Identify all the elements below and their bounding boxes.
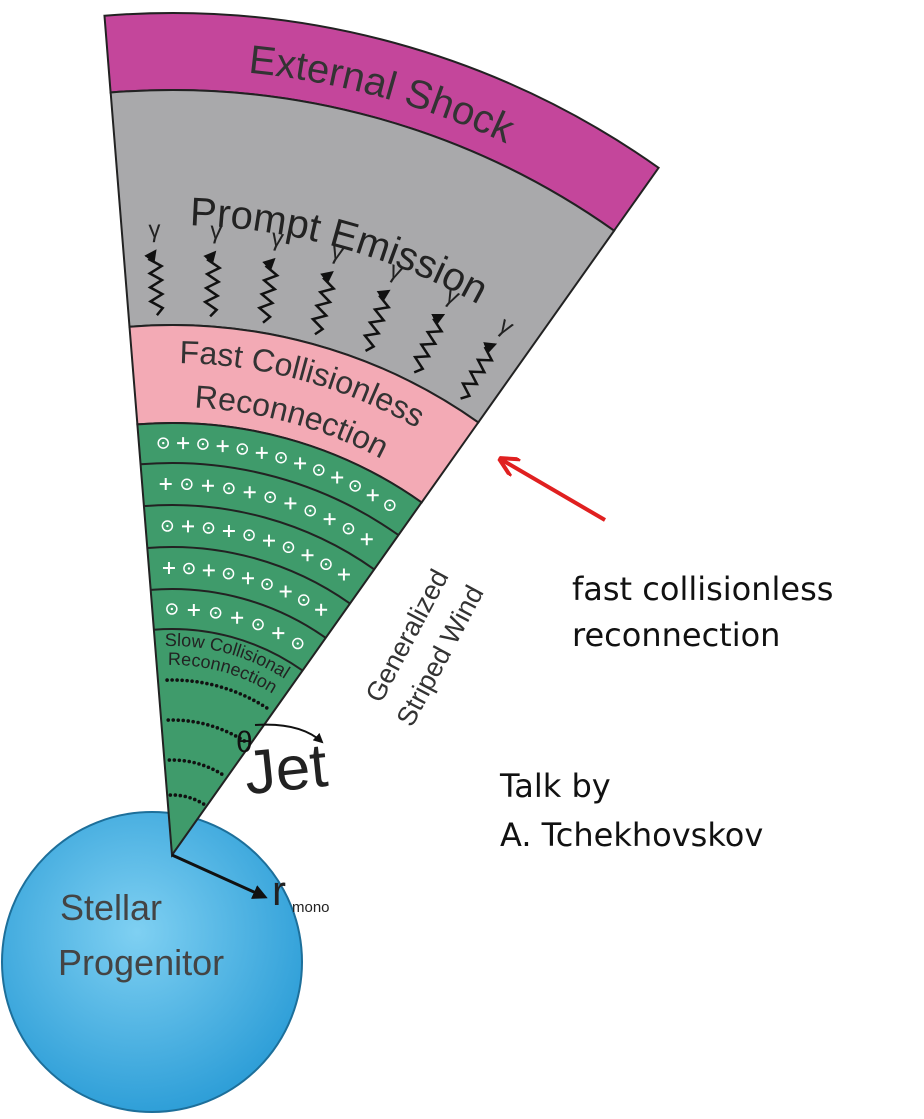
jet-dot (202, 764, 206, 768)
jet-dot (168, 758, 172, 762)
field-out (280, 456, 282, 458)
jet-dot (186, 719, 190, 723)
jet-dot (225, 730, 229, 734)
jet-dot (210, 683, 214, 687)
jet-dot (238, 692, 242, 696)
jet-dot (183, 759, 187, 763)
pointer-note: fast collisionless (572, 570, 833, 608)
field-out (166, 525, 168, 527)
star-label: Progenitor (58, 942, 224, 983)
jet-dot (229, 688, 233, 692)
field-out (188, 567, 190, 569)
jet-dot (207, 765, 211, 769)
jet-dot (176, 718, 180, 722)
field-out (287, 546, 289, 548)
field-out (186, 483, 188, 485)
jet-dot (234, 690, 238, 694)
jet-dot (220, 772, 224, 776)
jet-dot (211, 724, 215, 728)
field-out (248, 534, 250, 536)
jet-dot (220, 728, 224, 732)
field-out (297, 642, 299, 644)
jet-dot (224, 687, 228, 691)
field-out (347, 527, 349, 529)
jet-dot (215, 684, 219, 688)
jet-dot (193, 798, 197, 802)
jet-dot (211, 767, 215, 771)
pointer-note: reconnection (572, 616, 780, 654)
jet-dot (174, 793, 178, 797)
jet-dot (166, 718, 170, 722)
jet-dot (202, 802, 206, 806)
field-out (207, 527, 209, 529)
jet-dot (170, 678, 174, 682)
jet-dot (256, 701, 260, 705)
jet-dot (261, 703, 265, 707)
gamma: γ (148, 216, 161, 243)
jet-dot (205, 682, 209, 686)
jet-dot (220, 685, 224, 689)
jet-dot (169, 793, 173, 797)
jet-dot (243, 694, 247, 698)
jet-dot (178, 758, 182, 762)
field-out (266, 583, 268, 585)
jet-dot (187, 760, 191, 764)
r-label: r (272, 867, 286, 914)
jet-dot (181, 719, 185, 723)
jet-dot (192, 761, 196, 765)
jet-dot (216, 726, 220, 730)
jet-dot (185, 679, 189, 683)
field-out (389, 504, 391, 506)
field-out (241, 448, 243, 450)
jet-dot (183, 795, 187, 799)
field-out (303, 599, 305, 601)
field-out (354, 485, 356, 487)
field-out (162, 442, 164, 444)
jet-dot (195, 680, 199, 684)
jet-dot (173, 758, 177, 762)
jet-dot (201, 722, 205, 726)
jet-label: Jet (241, 731, 330, 808)
jet-dot (197, 762, 201, 766)
diagram: γγγγγγγExternal ShockPrompt EmissionFast… (0, 0, 924, 1119)
field-out (171, 608, 173, 610)
jet-dot (229, 732, 233, 736)
jet-dot (206, 723, 210, 727)
credit: Talk by (499, 767, 611, 805)
field-out (227, 572, 229, 574)
field-out (202, 443, 204, 445)
field-out (214, 612, 216, 614)
credit: A. Tchekhovskov (500, 816, 763, 854)
jet-dot (196, 721, 200, 725)
field-out (257, 623, 259, 625)
field-out (228, 487, 230, 489)
field-out (318, 469, 320, 471)
jet-dot (190, 679, 194, 683)
jet-dot (216, 770, 220, 774)
field-out (309, 510, 311, 512)
jet-dot (248, 696, 252, 700)
jet-dot (188, 796, 192, 800)
jet-dot (180, 678, 184, 682)
jet-dot (191, 720, 195, 724)
jet-dot (200, 681, 204, 685)
jet-dot (179, 794, 183, 798)
field-out (269, 496, 271, 498)
field-out (325, 563, 327, 565)
jet-dot (252, 699, 256, 703)
jet-dot (171, 718, 175, 722)
r-subscript: mono (292, 899, 330, 916)
jet-dot (197, 800, 201, 804)
jet-dot (175, 678, 179, 682)
star-label: Stellar (60, 887, 162, 928)
jet-dot (265, 706, 269, 710)
pointer-arrow (502, 460, 605, 520)
jet-dot (165, 678, 169, 682)
